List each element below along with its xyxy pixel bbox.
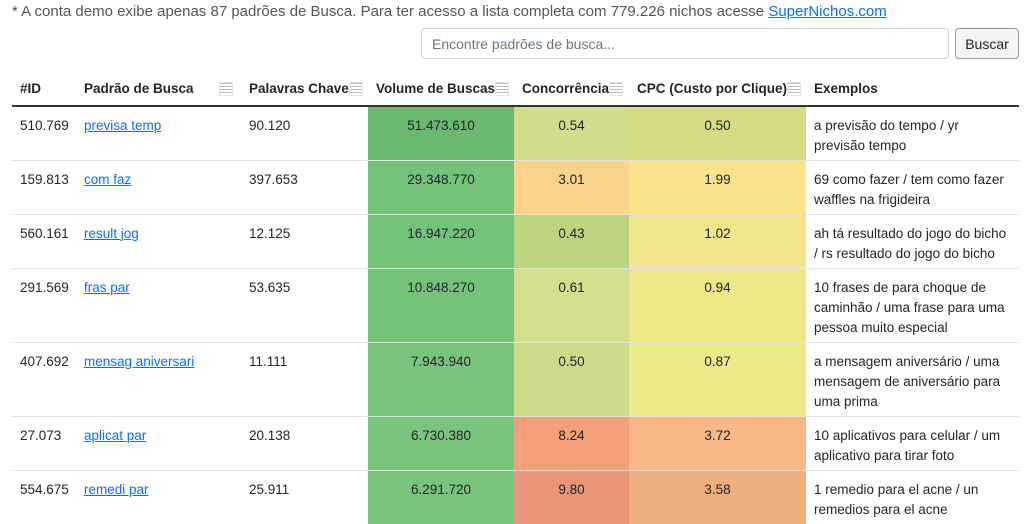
pattern-link[interactable]: com faz [84, 171, 132, 187]
cell-competition: 8.24 [514, 415, 629, 470]
cell-keywords: 397.653 [241, 159, 368, 214]
cell-cpc: 0.50 [629, 105, 806, 160]
cell-id: 554.675 [12, 469, 76, 524]
pattern-link[interactable]: aplicat par [84, 427, 147, 443]
header-id[interactable]: #ID [12, 72, 76, 107]
sort-icon[interactable] [348, 82, 363, 97]
cell-volume: 10.848.270 [368, 267, 514, 342]
pattern-link[interactable]: previsa temp [84, 118, 162, 133]
pattern-link[interactable]: result jog [84, 225, 139, 241]
cell-pattern: mensag aniversari [76, 341, 241, 416]
cell-examples: ah tá resultado do jogo do bicho / rs re… [806, 213, 1019, 268]
cell-competition: 3.01 [514, 159, 629, 214]
cell-cpc: 0.94 [629, 267, 806, 342]
header-examples: Exemplos [806, 72, 1019, 107]
cell-id: 27.073 [12, 415, 76, 470]
table-row: 510.769 previsa temp 90.120 51.473.610 0… [12, 105, 1019, 160]
sort-icon[interactable] [609, 82, 624, 97]
cell-cpc: 1.02 [629, 213, 806, 268]
pattern-link[interactable]: remedi par [84, 481, 149, 497]
cell-competition: 9.80 [514, 469, 629, 524]
cell-pattern: aplicat par [76, 415, 241, 470]
cell-competition: 0.43 [514, 213, 629, 268]
table-row: 159.813 com faz 397.653 29.348.770 3.01 … [12, 159, 1019, 214]
table-row: 554.675 remedi par 25.911 6.291.720 9.80… [12, 469, 1019, 524]
header-pattern[interactable]: Padrão de Busca [76, 72, 241, 107]
pattern-link[interactable]: mensag aniversari [84, 353, 195, 369]
cell-cpc: 3.58 [629, 469, 806, 524]
cell-volume: 51.473.610 [368, 105, 514, 160]
sort-icon[interactable] [219, 82, 233, 96]
cell-keywords: 53.635 [241, 267, 368, 342]
header-competition[interactable]: Concorrência [514, 72, 629, 107]
cell-pattern: com faz [76, 159, 241, 214]
search-button[interactable]: Buscar [955, 28, 1019, 59]
header-volume[interactable]: Volume de Buscas [368, 72, 514, 107]
header-keywords[interactable]: Palavras Chave [241, 72, 368, 107]
cell-competition: 0.50 [514, 341, 629, 416]
cell-keywords: 25.911 [241, 469, 368, 524]
cell-cpc: 1.99 [629, 159, 806, 214]
cell-cpc: 3.72 [629, 415, 806, 470]
cell-examples: 10 frases de para choque de caminhão / u… [806, 267, 1019, 342]
cell-competition: 0.54 [514, 105, 629, 160]
cell-keywords: 20.138 [241, 415, 368, 470]
cell-volume: 29.348.770 [368, 159, 514, 214]
cell-pattern: previsa temp [76, 105, 241, 160]
cell-id: 560.161 [12, 213, 76, 268]
cell-pattern: fras par [76, 267, 241, 342]
cell-keywords: 11.111 [241, 341, 368, 416]
cell-keywords: 12.125 [241, 213, 368, 268]
header-cpc[interactable]: CPC (Custo por Clique) [629, 72, 806, 107]
pattern-link[interactable]: fras par [84, 279, 130, 295]
table-row: 560.161 result jog 12.125 16.947.220 0.4… [12, 213, 1019, 268]
sort-icon[interactable] [495, 82, 510, 97]
demo-notice-text: * A conta demo exibe apenas 87 padrões d… [12, 3, 769, 20]
cell-volume: 7.943.940 [368, 341, 514, 416]
cell-keywords: 90.120 [241, 105, 368, 160]
demo-notice: * A conta demo exibe apenas 87 padrões d… [12, 3, 887, 20]
sort-icon[interactable] [787, 82, 801, 97]
search-input[interactable] [421, 28, 949, 59]
cell-examples: a mensagem aniversário / uma mensagem de… [806, 341, 1019, 416]
cell-id: 510.769 [12, 105, 76, 160]
cell-id: 159.813 [12, 159, 76, 214]
cell-examples: 10 aplicativos para celular / um aplicat… [806, 415, 1019, 470]
table-row: 291.569 fras par 53.635 10.848.270 0.61 … [12, 267, 1019, 342]
cell-cpc: 0.87 [629, 341, 806, 416]
cell-volume: 16.947.220 [368, 213, 514, 268]
cell-pattern: result jog [76, 213, 241, 268]
cell-volume: 6.291.720 [368, 469, 514, 524]
cell-id: 291.569 [12, 267, 76, 342]
cell-examples: a previsão do tempo / yr previsão tempo [806, 105, 1019, 160]
cell-competition: 0.61 [514, 267, 629, 342]
search-patterns-table: #ID Padrão de Busca Palavras Chave Volum… [12, 72, 1019, 524]
supernichos-link[interactable]: SuperNichos.com [768, 3, 887, 20]
cell-pattern: remedi par [76, 469, 241, 524]
table-row: 27.073 aplicat par 20.138 6.730.380 8.24… [12, 415, 1019, 470]
cell-examples: 1 remedio para el acne / un remedios par… [806, 469, 1019, 524]
cell-id: 407.692 [12, 341, 76, 416]
cell-volume: 6.730.380 [368, 415, 514, 470]
table-header-row: #ID Padrão de Busca Palavras Chave Volum… [12, 72, 1019, 107]
cell-examples: 69 como fazer / tem como fazer waffles n… [806, 159, 1019, 214]
table-row: 407.692 mensag aniversari 11.111 7.943.9… [12, 341, 1019, 416]
